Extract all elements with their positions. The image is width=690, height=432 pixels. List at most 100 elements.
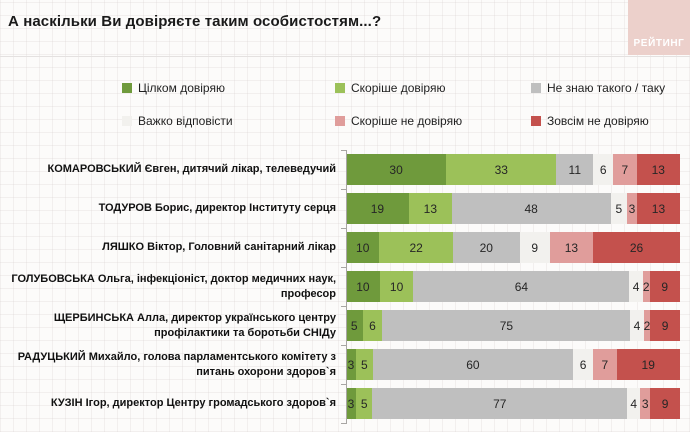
segment-value: 13	[651, 162, 665, 177]
category-label: РАДУЦЬКИЙ Михайло, голова парламентськог…	[17, 351, 336, 378]
legend-swatch-icon	[531, 116, 541, 126]
stacked-bar: 3 5 60 6 7 19	[346, 349, 680, 380]
legend-label: Цілком довіряю	[138, 81, 225, 95]
bar-segment: 5	[356, 349, 373, 380]
bar-segment: 20	[452, 232, 520, 263]
bar-segment: 6	[362, 310, 383, 341]
legend-label: Не знаю такого / таку	[547, 81, 666, 95]
stacked-bar: 10 22 20 9 13 26	[346, 232, 680, 263]
legend-item: Цілком довіряю	[122, 81, 335, 95]
axis-tick	[341, 267, 347, 268]
page-title: А наскільки Ви довіряєте таким особистос…	[8, 13, 382, 30]
bar-segment: 64	[413, 271, 630, 302]
stacked-bar: 19 13 48 5 3 13	[346, 193, 680, 224]
segment-value: 3	[347, 357, 355, 372]
segment-value: 75	[499, 318, 514, 333]
segment-value: 19	[641, 357, 655, 372]
bar-segment: 60	[372, 349, 574, 380]
bar-segment: 9	[649, 271, 680, 302]
segment-value: 10	[356, 279, 370, 294]
chart-row: ГОЛУБОВСЬКА Ольга, інфекціоніст, доктор …	[0, 271, 690, 302]
axis-tick	[341, 306, 347, 307]
segment-value: 22	[409, 240, 423, 255]
bar-segment: 75	[382, 310, 631, 341]
axis-tick	[341, 150, 347, 151]
axis-tick	[341, 189, 347, 190]
bar-segment: 7	[613, 154, 637, 185]
segment-value: 9	[661, 279, 669, 294]
rating-logo: РЕЙТИНГ	[628, 0, 690, 55]
bar-segment: 13	[408, 193, 452, 224]
bar-segment: 26	[593, 232, 680, 263]
bar-segment: 6	[593, 154, 614, 185]
segment-value: 11	[568, 162, 581, 177]
bar-segment: 2	[644, 310, 650, 341]
segment-value: 77	[493, 396, 507, 411]
chart-row: ЩЕРБИНСЬКА Алла, директор українського ц…	[0, 310, 690, 341]
segment-value: 7	[621, 162, 629, 177]
segment-value: 3	[641, 396, 649, 411]
category-label: КОМАРОВСЬКИЙ Євген, дитячий лікар, телев…	[47, 163, 337, 176]
chart-row: КОМАРОВСЬКИЙ Євген, дитячий лікар, телев…	[0, 154, 690, 185]
stacked-bar: 10 10 64 4 2 9	[346, 271, 680, 302]
category-label: ТОДУРОВ Борис, директор Інституту серця	[98, 202, 336, 215]
segment-value: 9	[531, 240, 539, 255]
bar-segment: 10	[379, 271, 414, 302]
legend-swatch-icon	[335, 116, 345, 126]
segment-value: 13	[564, 240, 579, 255]
segment-value: 10	[389, 279, 404, 294]
stacked-bar: 5 6 75 4 2 9	[346, 310, 680, 341]
legend-item: Зовсім не довіряю	[531, 114, 690, 128]
legend-swatch-icon	[122, 83, 132, 93]
bar-segment: 5	[355, 388, 373, 419]
segment-value: 5	[615, 201, 623, 216]
chart-row: КУЗІН Ігор, директор Центру громадського…	[0, 388, 690, 419]
bar-segment: 9	[650, 310, 680, 341]
axis-tick	[341, 384, 347, 385]
stacked-bar: 30 33 11 6 7 13	[346, 154, 680, 185]
legend-swatch-icon	[531, 83, 541, 93]
chart-row: ТОДУРОВ Борис, директор Інституту серця 1…	[0, 193, 690, 224]
bar-segment: 10	[346, 271, 380, 302]
bar-segment: 2	[642, 271, 650, 302]
bar-segment: 4	[627, 388, 641, 419]
segment-value: 9	[661, 318, 669, 333]
bar-segment: 11	[556, 154, 594, 185]
legend-label: Зовсім не довіряю	[547, 114, 649, 128]
bar-segment: 9	[650, 388, 680, 419]
segment-value: 5	[350, 318, 358, 333]
category-label: ГОЛУБОВСЬКА Ольга, інфекціоніст, доктор …	[11, 273, 336, 300]
bar-segment: 30	[346, 154, 447, 185]
segment-value: 13	[651, 201, 666, 216]
segment-value: 6	[369, 318, 376, 333]
segment-value: 5	[361, 357, 368, 372]
legend-label: Важко відповісти	[138, 114, 233, 128]
bar-segment: 48	[451, 193, 611, 224]
bar-segment: 3	[640, 388, 651, 419]
segment-value: 60	[466, 357, 480, 372]
legend: Цілком довіряю Скоріше довіряю Не знаю так…	[122, 81, 690, 128]
bar-segment: 3	[627, 193, 637, 224]
stacked-bar: 3 5 77 4 3 9	[346, 388, 680, 419]
legend-item: Не знаю такого / таку	[531, 81, 690, 95]
bar-segment: 77	[372, 388, 628, 419]
axis-tick	[341, 345, 347, 346]
legend-swatch-icon	[335, 83, 345, 93]
trust-chart: КОМАРОВСЬКИЙ Євген, дитячий лікар, телев…	[0, 150, 690, 424]
segment-value: 33	[494, 162, 508, 177]
axis-tick	[341, 228, 347, 229]
segment-value: 10	[356, 240, 370, 255]
bar-segment: 19	[346, 193, 409, 224]
chart-row: ЛЯШКО Віктор, Головний санітарний лікар 1…	[0, 232, 690, 263]
segment-value: 6	[599, 162, 607, 177]
bar-segment: 13	[549, 232, 594, 263]
segment-value: 48	[524, 201, 538, 216]
segment-value: 4	[630, 396, 638, 411]
legend-swatch-icon	[122, 116, 132, 126]
bar-segment: 13	[636, 193, 680, 224]
legend-label: Скоріше довіряю	[351, 81, 446, 95]
bar-segment: 9	[519, 232, 550, 263]
bar-segment: 5	[346, 310, 363, 341]
category-label: ЩЕРБИНСЬКА Алла, директор українського ц…	[53, 312, 336, 339]
